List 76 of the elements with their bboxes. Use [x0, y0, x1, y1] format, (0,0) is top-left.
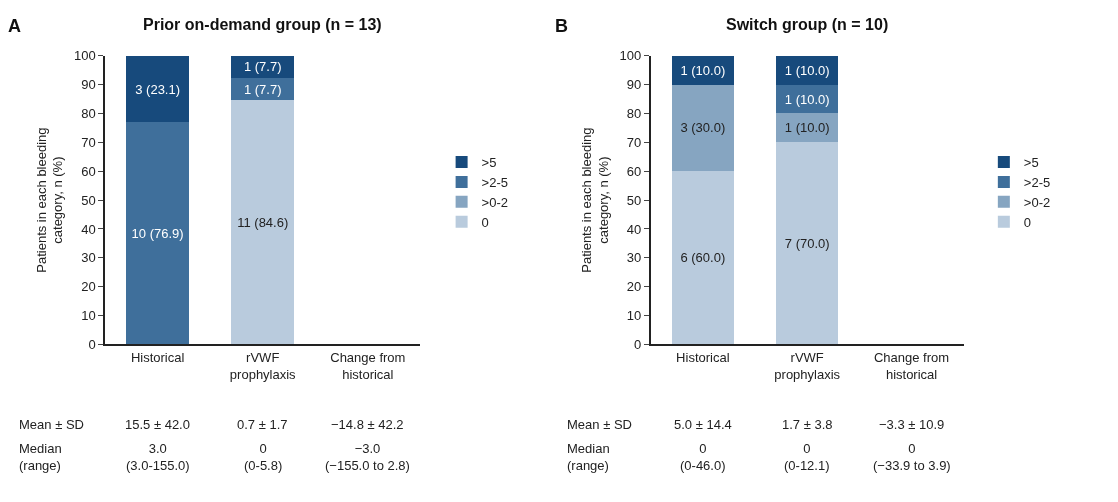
legend-label: >0-2: [1023, 194, 1051, 210]
legend-label: >0-2: [481, 194, 508, 210]
legend-label: 0: [481, 214, 489, 230]
data-label: 3 (30.0): [680, 120, 726, 136]
legend-label: >5: [481, 155, 497, 171]
y-axis-title: Patients in each bleeding category, n (%): [33, 127, 66, 273]
text: 15.5 ± 42.0: [125, 417, 190, 432]
bar: [231, 100, 295, 345]
text: 0.7 ± 1.7: [237, 417, 288, 432]
bar: [671, 84, 735, 172]
data-label: 3 (23.1): [135, 81, 181, 97]
bar: [775, 142, 839, 345]
y-tick-label: 100: [619, 48, 642, 64]
y-tick-label: 10: [626, 308, 642, 324]
x-tick-label: rVWF prophylaxis: [229, 349, 297, 382]
data-label: 1 (10.0): [680, 62, 726, 78]
y-tick-label: 90: [626, 77, 642, 93]
data-label: 11 (84.6): [237, 214, 289, 230]
text: 0 (−33.9 to 3.9): [873, 441, 951, 473]
text: 5.0 ± 14.4: [674, 417, 732, 432]
legend-label: 0: [1023, 214, 1032, 230]
text: −3.0 (−155.0 to 2.8): [325, 441, 410, 473]
y-tick-label: 50: [626, 192, 642, 208]
y-tick-label: 100: [74, 48, 96, 64]
y-tick-label: 70: [81, 134, 96, 150]
data-label: 1 (10.0): [784, 62, 830, 78]
x-tick-label: Historical: [676, 349, 730, 365]
text: Mean ± SD: [567, 417, 632, 432]
legend-label: >5: [1023, 155, 1039, 171]
text: 0 (0-5.8): [244, 441, 283, 473]
text: −3.3 ± 10.9: [879, 417, 945, 432]
legend-label: >2-5: [481, 174, 508, 190]
text: A: [8, 16, 21, 36]
text: Median (range): [567, 441, 610, 473]
data-label: 1 (10.0): [784, 120, 830, 136]
y-tick-label: 10: [81, 308, 96, 324]
legend-label: >2-5: [1023, 174, 1051, 190]
y-tick-label: 80: [626, 106, 642, 122]
y-tick-label: 80: [81, 106, 96, 122]
y-tick-label: 20: [626, 279, 642, 295]
x-tick-label: Change from historical: [873, 349, 950, 382]
y-tick-label: 40: [626, 221, 642, 237]
data-label: 1 (10.0): [784, 91, 830, 107]
bar: [671, 171, 735, 345]
y-tick-label: 50: [81, 192, 96, 208]
data-label: 6 (60.0): [680, 250, 726, 266]
data-label: 1 (7.7): [243, 59, 282, 75]
text: 0 (0-12.1): [784, 441, 830, 473]
y-tick-label: 60: [81, 163, 96, 179]
text: −14.8 ± 42.2: [331, 417, 404, 432]
chart-title: Switch group (n = 10): [726, 16, 889, 33]
data-label: 7 (70.0): [784, 235, 830, 251]
y-axis-title: Patients in each bleeding category, n (%): [579, 127, 612, 273]
y-tick-label: 30: [626, 250, 642, 266]
text: 3.0 (3.0-155.0): [126, 441, 190, 473]
y-tick-label: 40: [81, 221, 96, 237]
x-tick-label: Historical: [130, 349, 185, 365]
y-tick-label: 30: [81, 250, 96, 266]
text: 0 (0-46.0): [680, 441, 726, 473]
x-tick-label: rVWF prophylaxis: [774, 349, 841, 382]
bar: [126, 55, 190, 123]
text: Median (range): [19, 441, 62, 473]
y-tick-label: 20: [81, 279, 96, 295]
y-tick-label: 0: [88, 337, 96, 353]
text: B: [555, 16, 568, 36]
data-label: 1 (7.7): [243, 81, 282, 97]
text: Mean ± SD: [19, 417, 84, 432]
text: 1.7 ± 3.8: [782, 417, 833, 432]
data-label: 10 (76.9): [131, 225, 184, 241]
chart-title: Prior on-demand group (n = 13): [143, 16, 382, 33]
y-tick-label: 0: [634, 337, 642, 353]
x-tick-label: Change from historical: [330, 349, 406, 382]
y-tick-label: 90: [81, 77, 96, 93]
bar: [126, 122, 190, 345]
y-tick-label: 70: [626, 134, 642, 150]
y-tick-label: 60: [626, 163, 642, 179]
